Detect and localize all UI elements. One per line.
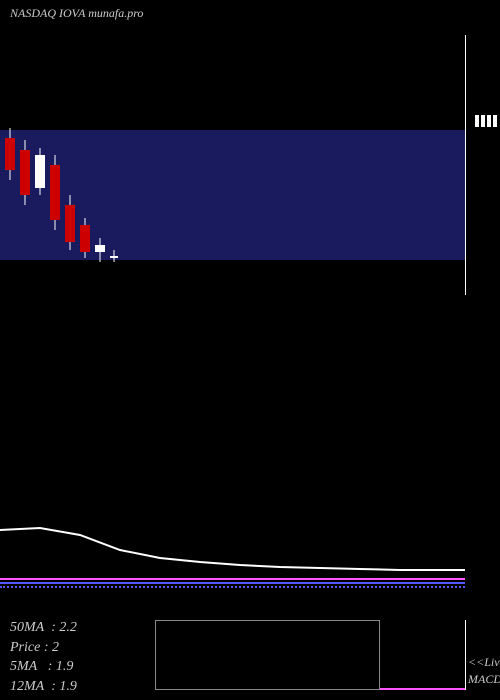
macd-panel bbox=[155, 620, 380, 690]
stat-row: 50MA : 2.2 bbox=[10, 618, 77, 638]
candle bbox=[35, 148, 45, 195]
macd-label: MACD bbox=[468, 672, 500, 687]
ma-curve bbox=[0, 0, 500, 700]
candle bbox=[20, 140, 30, 205]
chart-title: NASDAQ IOVA munafa.pro bbox=[10, 6, 143, 21]
candle bbox=[80, 218, 90, 258]
stat-row: 12MA : 1.9 bbox=[10, 677, 77, 697]
macd-line bbox=[380, 688, 465, 690]
candle bbox=[65, 195, 75, 250]
candle bbox=[110, 250, 118, 262]
stat-row: 5MA : 1.9 bbox=[10, 657, 77, 677]
candle bbox=[5, 128, 15, 180]
stock-chart: NASDAQ IOVA munafa.pro <<Live MACD 50MA … bbox=[0, 0, 500, 700]
ma-stats: 50MA : 2.2Price : 25MA : 1.912MA : 1.9 bbox=[10, 618, 77, 696]
candle bbox=[95, 238, 105, 262]
stat-row: Price : 2 bbox=[10, 638, 77, 658]
live-label: <<Live bbox=[468, 655, 500, 670]
candle bbox=[50, 155, 60, 230]
